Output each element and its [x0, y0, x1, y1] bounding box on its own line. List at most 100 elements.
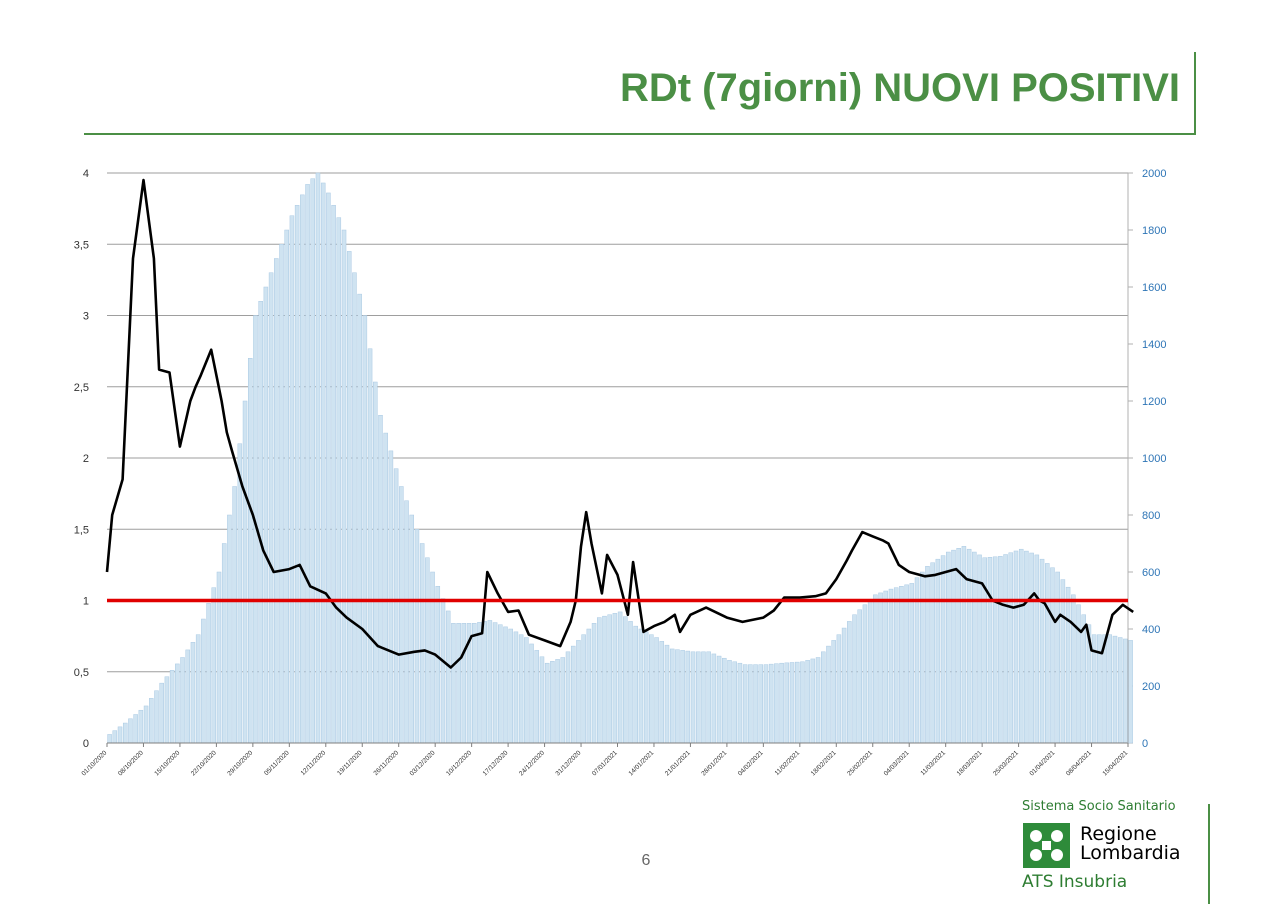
bar [159, 682, 164, 744]
title-divider [84, 133, 1196, 135]
bar [1123, 638, 1128, 744]
x-tick-label: 25/02/2021 [846, 749, 874, 777]
y-tick-label-left: 0 [83, 738, 89, 750]
x-tick-label: 18/03/2021 [956, 749, 984, 777]
bar [550, 661, 555, 744]
bar [768, 663, 774, 744]
chart: 0 0,5 1 1,5 2 2,5 3 3,5 4 0 200 400 600 800 1000 1200 14… [74, 168, 1167, 777]
bar [643, 631, 649, 744]
x-tick-label: 29/10/2020 [226, 749, 254, 777]
bar [581, 634, 586, 744]
bar [1128, 640, 1133, 744]
bar [758, 664, 764, 744]
bar [669, 648, 675, 744]
bar [857, 609, 862, 744]
bar [748, 664, 753, 744]
logo-name: Regione Lombardia [1080, 825, 1181, 863]
y-tick-label-right: 0 [1142, 738, 1148, 750]
x-tick-label: 19/11/2020 [336, 749, 364, 777]
bar [539, 656, 545, 744]
bar [503, 626, 508, 744]
bar [341, 229, 347, 744]
bar [722, 657, 727, 744]
bar [560, 657, 566, 744]
y-tick-label-right: 1200 [1142, 396, 1166, 408]
bar [143, 705, 149, 744]
bar [1013, 550, 1019, 744]
bar [107, 734, 112, 744]
logo-bottom-text: ATS Insubria [1022, 872, 1128, 892]
bar [826, 645, 831, 744]
bar [586, 628, 592, 744]
logo-top-text: Sistema Socio Sanitario [1022, 799, 1176, 814]
bar [419, 543, 425, 744]
bar [534, 650, 540, 744]
y-tick-label-left: 2,5 [74, 382, 89, 394]
bar [357, 293, 362, 744]
bar [289, 215, 295, 744]
bar [742, 664, 748, 744]
bar [399, 486, 404, 744]
bar [435, 586, 441, 744]
bar [998, 556, 1003, 744]
x-tick-label: 12/11/2020 [300, 749, 328, 777]
bar [987, 557, 993, 744]
x-tick-label: 26/11/2020 [373, 749, 401, 777]
y-tick-label-left: 1,5 [74, 524, 89, 536]
bar [951, 549, 956, 744]
bar [206, 603, 211, 744]
bar [195, 634, 201, 744]
bar [169, 670, 175, 744]
bar [232, 486, 237, 744]
bar [524, 637, 529, 744]
bar [831, 640, 836, 744]
y-tick-label-right: 1400 [1142, 339, 1166, 351]
bar [873, 594, 878, 744]
bar [774, 663, 779, 744]
bar [794, 661, 800, 744]
x-tick-label: 03/12/2020 [409, 749, 437, 777]
bar [576, 640, 581, 744]
y-tick-label-right: 200 [1142, 681, 1160, 693]
bar [1117, 637, 1123, 744]
bar [529, 643, 534, 744]
logo-name-line1: Regione [1080, 823, 1157, 845]
y-tick-label-left: 3 [83, 311, 89, 323]
bar [659, 641, 665, 744]
bar [471, 623, 477, 744]
bar [409, 514, 414, 744]
bar [404, 500, 409, 744]
x-tick-label: 08/04/2021 [1065, 749, 1093, 777]
bar [789, 662, 795, 744]
regione-lombardia-logo-icon [1023, 823, 1070, 868]
bar [888, 588, 894, 744]
bar [570, 645, 576, 744]
x-tick-label: 17/12/2020 [482, 749, 510, 777]
bar [784, 662, 790, 744]
bar [914, 577, 920, 744]
bar [336, 217, 342, 744]
bar [294, 205, 300, 744]
bar [565, 651, 571, 744]
y-tick-label-left: 0,5 [74, 667, 89, 679]
bar [393, 468, 399, 744]
bar [1024, 550, 1029, 744]
bar [482, 621, 487, 744]
x-tick-label: 01/10/2020 [80, 749, 108, 777]
bar [737, 662, 743, 744]
bar [815, 657, 821, 744]
bar [1107, 634, 1113, 744]
bar [373, 381, 378, 744]
bar [1008, 552, 1014, 744]
y-tick-label-right: 2000 [1142, 168, 1166, 180]
bar [247, 358, 253, 744]
y-tick-label-right: 1600 [1142, 282, 1166, 294]
bar [680, 650, 685, 744]
y-tick-label-right: 1800 [1142, 225, 1166, 237]
bar [930, 562, 935, 744]
bar [383, 432, 388, 744]
bar [753, 664, 758, 744]
bar [706, 651, 711, 744]
x-tick-label: 05/11/2020 [263, 749, 291, 777]
bar [1071, 594, 1076, 744]
